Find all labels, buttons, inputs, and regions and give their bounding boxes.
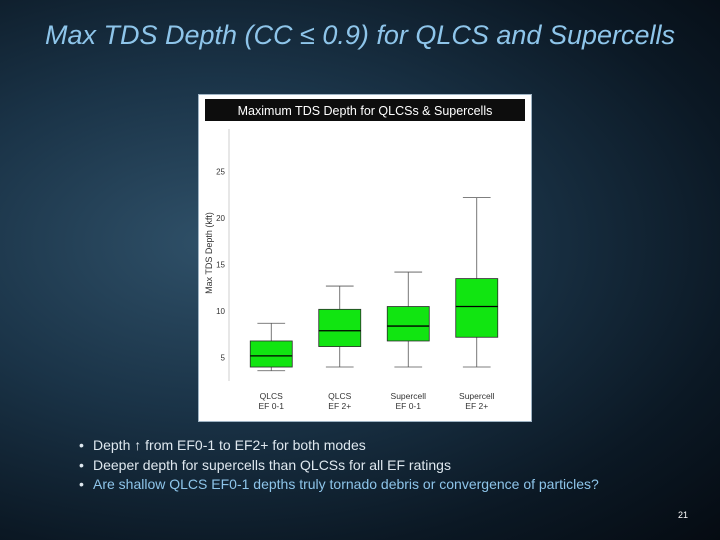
- box-iqr: [455, 278, 499, 338]
- x-category-label: QLCS: [260, 391, 283, 401]
- y-axis-label: Max TDS Depth (kft): [204, 212, 214, 294]
- bullet-item: Deeper depth for supercells than QLCSs f…: [78, 456, 698, 476]
- box-iqr: [386, 306, 430, 342]
- x-category-label: EF 2+: [465, 401, 488, 411]
- x-category-label: Supercell: [391, 391, 427, 401]
- box-iqr: [249, 340, 293, 368]
- x-category-label: EF 0-1: [258, 401, 284, 411]
- x-category-label: QLCS: [328, 391, 351, 401]
- y-tick-label: 25: [216, 168, 225, 177]
- y-tick-label: 20: [216, 214, 225, 223]
- y-tick-label: 15: [216, 261, 225, 270]
- x-category-label: EF 2+: [328, 401, 351, 411]
- bullet-item: Are shallow QLCS EF0-1 depths truly torn…: [78, 475, 698, 495]
- chart-title: Maximum TDS Depth for QLCSs & Supercells: [238, 104, 493, 118]
- bullet-item: Depth ↑ from EF0-1 to EF2+ for both mode…: [78, 436, 698, 456]
- chart-figure: Maximum TDS Depth for QLCSs & Supercells…: [198, 94, 532, 422]
- boxplot-chart: Maximum TDS Depth for QLCSs & Supercells…: [204, 99, 525, 411]
- page-number: 21: [677, 510, 688, 520]
- box-iqr: [318, 308, 362, 347]
- slide-title: Max TDS Depth (CC ≤ 0.9) for QLCS and Su…: [44, 20, 676, 50]
- bullet-list: Depth ↑ from EF0-1 to EF2+ for both mode…: [78, 436, 698, 495]
- x-category-label: EF 0-1: [395, 401, 421, 411]
- x-category-label: Supercell: [459, 391, 495, 401]
- y-tick-label: 5: [221, 354, 226, 363]
- y-tick-label: 10: [216, 307, 225, 316]
- chart-title-background: [205, 99, 525, 121]
